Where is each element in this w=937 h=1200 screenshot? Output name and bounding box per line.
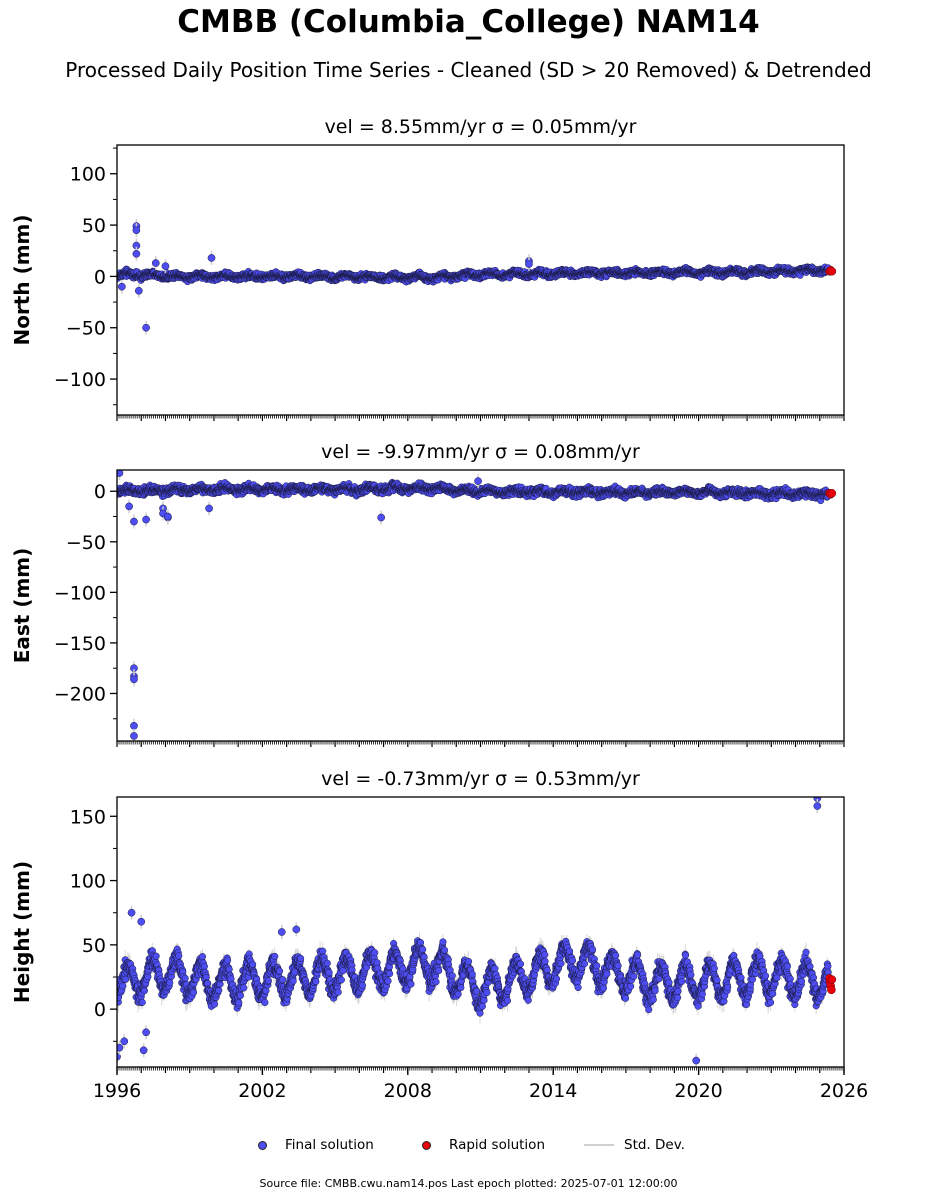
y-axis-label-north: North (mm) <box>10 214 34 345</box>
final-points-north <box>117 219 832 335</box>
page-title: CMBB (Columbia_College) NAM14 <box>177 4 760 40</box>
data-layer-north <box>117 219 837 335</box>
panel-title-north: vel = 8.55mm/yr σ = 0.05mm/yr <box>325 116 637 138</box>
page-subtitle: Processed Daily Position Time Series - C… <box>65 58 872 82</box>
